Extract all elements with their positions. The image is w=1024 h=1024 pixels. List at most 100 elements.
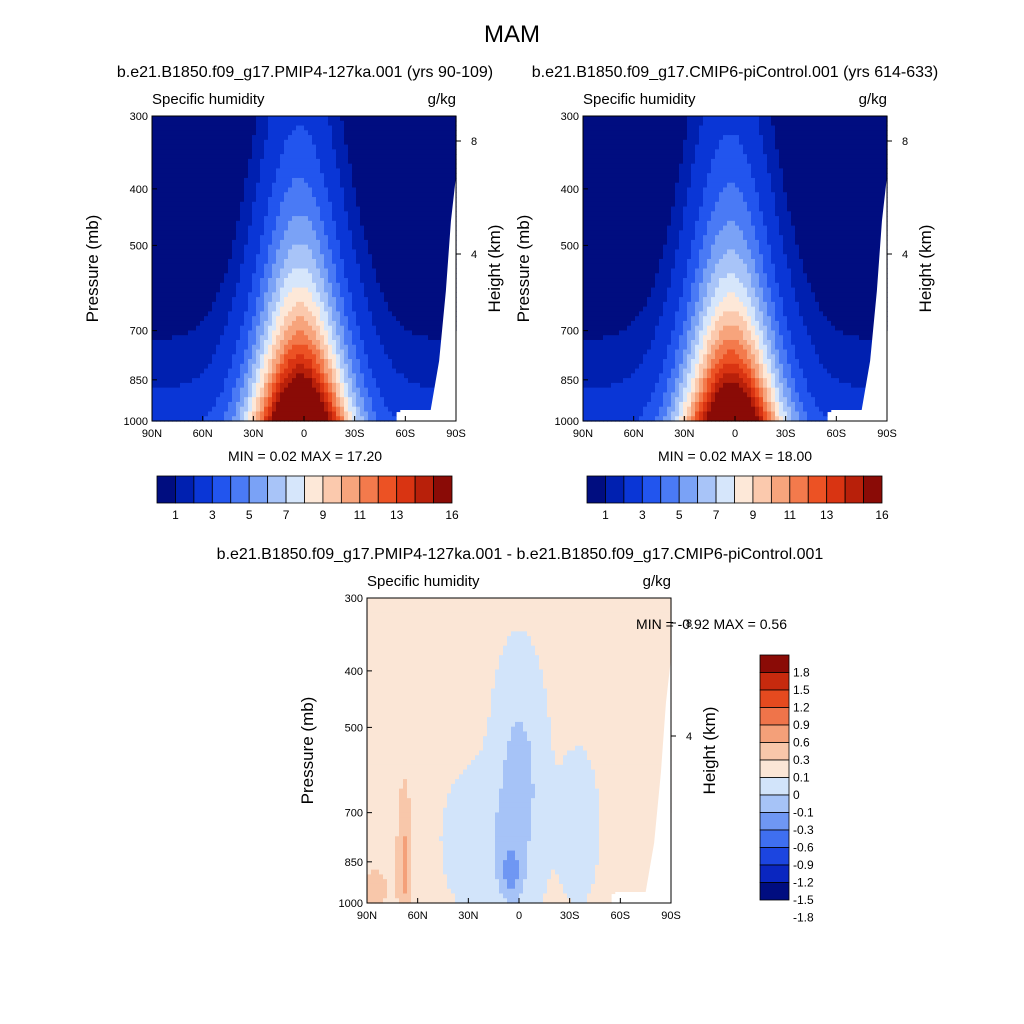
y-axis-title: Pressure (mb) bbox=[83, 215, 102, 323]
colorbar-box bbox=[759, 864, 790, 883]
y2-tick-label: 8 bbox=[686, 618, 692, 630]
missing-data-mask bbox=[400, 176, 456, 421]
colorbar-box bbox=[304, 475, 324, 504]
min-max-stats: MIN = 0.02 MAX = 18.00 bbox=[658, 448, 812, 464]
colorbar-box bbox=[586, 475, 606, 504]
x-tick-label: 30S bbox=[776, 428, 796, 440]
colorbar-box bbox=[759, 812, 790, 831]
colorbar-label: 5 bbox=[246, 508, 253, 522]
figure-title: MAM bbox=[484, 21, 540, 48]
variable-label: Specific humidity bbox=[583, 91, 696, 108]
y-tick-label: 300 bbox=[345, 593, 363, 605]
x-tick-label: 90S bbox=[661, 910, 681, 922]
colorbar-box bbox=[623, 475, 643, 504]
colorbar-box bbox=[759, 829, 790, 848]
y-tick-label: 400 bbox=[345, 666, 363, 678]
x-tick-label: 60N bbox=[408, 910, 428, 922]
colorbar-box bbox=[156, 475, 176, 504]
colorbar-label: 1.8 bbox=[793, 666, 810, 680]
colorbar-box bbox=[752, 475, 772, 504]
x-tick-label: 30N bbox=[458, 910, 478, 922]
missing-data-mask bbox=[615, 658, 671, 903]
colorbar-label: 16 bbox=[875, 508, 889, 522]
y-tick-label: 1000 bbox=[555, 416, 579, 428]
colorbar-box bbox=[433, 475, 453, 504]
colorbar-label: 9 bbox=[750, 508, 757, 522]
y-tick-label: 500 bbox=[130, 240, 148, 252]
x-tick-label: 0 bbox=[301, 428, 307, 440]
x-tick-label: 60S bbox=[611, 910, 631, 922]
min-max-stats: MIN = 0.02 MAX = 17.20 bbox=[228, 448, 382, 464]
colorbar-box bbox=[759, 882, 790, 901]
colorbar-box bbox=[844, 475, 864, 504]
colorbar-box bbox=[678, 475, 699, 504]
colorbar-box bbox=[697, 475, 717, 504]
colorbar-label: 7 bbox=[283, 508, 290, 522]
colorbar-box bbox=[660, 475, 680, 504]
y2-tick-label: 8 bbox=[471, 136, 477, 148]
panel-top-left: b.e21.B1850.f09_g17.PMIP4-127ka.001 (yrs… bbox=[83, 64, 504, 522]
x-tick-label: 60N bbox=[624, 428, 644, 440]
colorbar-label: 0.9 bbox=[793, 718, 810, 732]
x-tick-label: 60S bbox=[396, 428, 416, 440]
y-tick-label: 500 bbox=[561, 240, 579, 252]
y2-tick-label: 4 bbox=[471, 249, 477, 261]
y-tick-label: 700 bbox=[561, 326, 579, 338]
colorbar-box bbox=[641, 475, 662, 504]
colorbar-box bbox=[759, 672, 790, 691]
y-tick-label: 400 bbox=[561, 184, 579, 196]
colorbar-label: 16 bbox=[445, 508, 459, 522]
colorbar-box bbox=[605, 475, 625, 504]
y-tick-label: 300 bbox=[561, 111, 579, 123]
colorbar-box bbox=[193, 475, 213, 504]
colorbar-box bbox=[807, 475, 828, 504]
units-label: g/kg bbox=[428, 91, 456, 108]
y2-axis-title: Height (km) bbox=[700, 707, 719, 795]
colorbar-box bbox=[759, 777, 790, 796]
colorbar-box bbox=[770, 475, 791, 504]
y-tick-label: 700 bbox=[130, 326, 148, 338]
x-tick-label: 30N bbox=[243, 428, 263, 440]
y2-tick-label: 4 bbox=[686, 731, 692, 743]
colorbar-box bbox=[759, 847, 790, 866]
colorbar-label: 0.1 bbox=[793, 771, 810, 785]
colorbar-box bbox=[826, 475, 846, 504]
x-tick-label: 30S bbox=[560, 910, 580, 922]
colorbar-box bbox=[377, 475, 398, 504]
x-tick-label: 30S bbox=[345, 428, 365, 440]
colorbar-box bbox=[759, 759, 790, 778]
x-tick-label: 90N bbox=[357, 910, 377, 922]
colorbar-label: 1.2 bbox=[793, 701, 810, 715]
y-tick-label: 400 bbox=[130, 184, 148, 196]
contour-field bbox=[152, 116, 457, 422]
colorbar: 1 3 5 7 9 11 13 16 bbox=[586, 475, 889, 522]
colorbar-box bbox=[734, 475, 754, 504]
colorbar-box bbox=[715, 475, 735, 504]
colorbar-label: 13 bbox=[820, 508, 834, 522]
colorbar-box bbox=[759, 689, 790, 708]
x-tick-label: 90N bbox=[142, 428, 162, 440]
colorbar-label: 0.6 bbox=[793, 736, 810, 750]
colorbar-label: 5 bbox=[676, 508, 683, 522]
contour-field bbox=[367, 598, 672, 904]
colorbar-box bbox=[863, 475, 883, 504]
x-tick-label: 60S bbox=[827, 428, 847, 440]
colorbar-label: 7 bbox=[713, 508, 720, 522]
units-label: g/kg bbox=[643, 573, 671, 590]
panel-title: b.e21.B1850.f09_g17.PMIP4-127ka.001 - b.… bbox=[217, 546, 824, 563]
y-tick-label: 700 bbox=[345, 808, 363, 820]
colorbar-label: -0.1 bbox=[793, 806, 814, 820]
colorbar-box bbox=[396, 475, 416, 504]
colorbar-label: 1 bbox=[172, 508, 179, 522]
colorbar-label: -1.2 bbox=[793, 876, 814, 890]
colorbar-label: 13 bbox=[390, 508, 404, 522]
min-max-stats: MIN = -0.92 MAX = 0.56 bbox=[636, 616, 787, 632]
colorbar-box bbox=[267, 475, 287, 504]
panel-title: b.e21.B1850.f09_g17.PMIP4-127ka.001 (yrs… bbox=[117, 64, 493, 81]
x-tick-label: 0 bbox=[732, 428, 738, 440]
x-tick-label: 90S bbox=[877, 428, 897, 440]
colorbar-label: 11 bbox=[354, 508, 367, 522]
colorbar-box bbox=[322, 475, 342, 504]
y-tick-label: 850 bbox=[561, 375, 579, 387]
panel-top-right: b.e21.B1850.f09_g17.CMIP6-piControl.001 … bbox=[514, 64, 938, 522]
